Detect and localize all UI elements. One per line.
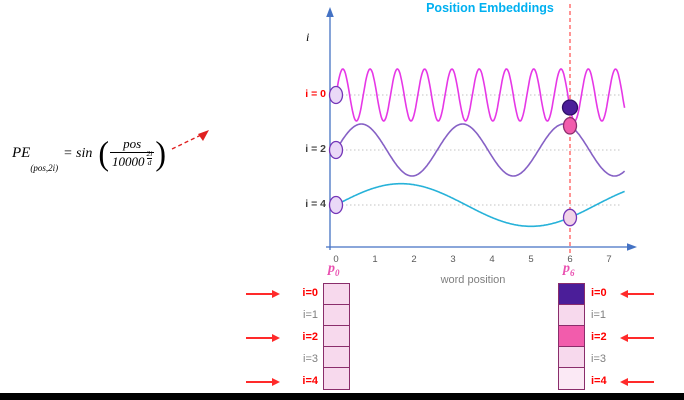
- p6-cell-i=1: [559, 305, 584, 326]
- formula-fraction: pos 10000 2i d: [110, 136, 155, 171]
- formula-exponent-numerator: 2i: [146, 149, 153, 159]
- p0-label-subscript: 0: [335, 267, 340, 278]
- x-tick-0: 0: [333, 254, 338, 265]
- formula-pointer-arrow: [171, 130, 209, 150]
- formula-numerator: pos: [123, 136, 142, 151]
- series-label-i4: i = 4: [305, 198, 326, 210]
- p0-column: [323, 283, 350, 390]
- p6-label: p6: [563, 261, 575, 278]
- formula-denominator-base: 10000: [112, 154, 145, 170]
- p6-cell-i=3: [559, 347, 584, 368]
- formula-exponent-fraction: 2i d: [147, 150, 153, 167]
- formula-lhs: PE: [12, 145, 31, 161]
- start-marker-i4: [328, 195, 344, 215]
- x-tick-7: 7: [606, 254, 611, 265]
- p6-cell-i=0: [559, 284, 584, 305]
- p0-cell-i=4: [324, 368, 349, 389]
- pe-formula: PE (pos,2i) = sin ( pos 10000 2i d ): [12, 134, 167, 173]
- p0-cell-i=1: [324, 305, 349, 326]
- formula-open-paren: (: [98, 134, 110, 172]
- x-tick-4: 4: [489, 254, 494, 265]
- p6-cell-i=4: [559, 368, 584, 389]
- p0-arrow-i=2: [246, 334, 280, 342]
- bottom-bar: [0, 393, 684, 400]
- p6-arrow-i=0: [620, 290, 654, 298]
- series-label-i2: i = 2: [305, 143, 326, 155]
- p0-cell-i=0: [324, 284, 349, 305]
- chart-canvas: 0 1 2 3 4 5 6 7: [326, 4, 637, 265]
- p0-row-label-i=4: i=4: [302, 375, 318, 387]
- p0-row-label-i=3: i=3: [303, 353, 318, 365]
- p6-column: [558, 283, 585, 390]
- y-axis-arrowhead: [326, 7, 334, 17]
- p6-label-subscript: 6: [570, 267, 575, 278]
- p0-row-label-i=1: i=1: [303, 309, 318, 321]
- p0-arrow-i=4: [246, 378, 280, 386]
- p6-row-label-i=4: i=4: [591, 375, 607, 387]
- p6-label-base: p: [563, 261, 570, 276]
- p0-cell-i=3: [324, 347, 349, 368]
- chart-title: Position Embeddings: [426, 1, 554, 15]
- p6-cell-i=2: [559, 326, 584, 347]
- position-embeddings-chart: 0 1 2 3 4 5 6 7 Position Embeddings i i = 0 i = …: [290, 0, 650, 295]
- p0-row-label-i=0: i=0: [302, 287, 318, 299]
- p6-row-label-i=1: i=1: [591, 309, 606, 321]
- curve-i2: [335, 123, 626, 177]
- series-label-i0: i = 0: [305, 88, 326, 100]
- p6-arrow-i=2: [620, 334, 654, 342]
- x-tick-5: 5: [528, 254, 533, 265]
- p0-label: p0: [328, 261, 340, 278]
- p6-row-label-i=0: i=0: [591, 287, 607, 299]
- p6-arrow-i=4: [620, 378, 654, 386]
- highlight-marker-i2: [562, 116, 578, 135]
- start-marker-i2: [328, 140, 344, 160]
- formula-lhs-subscript: (pos,2i): [30, 163, 59, 173]
- highlight-marker-i4: [562, 208, 578, 227]
- p0-cell-i=2: [324, 326, 349, 347]
- highlight-marker-i0: [561, 99, 579, 116]
- formula-exponent-denominator: d: [146, 158, 153, 168]
- p0-label-base: p: [328, 261, 335, 276]
- y-axis-label: i: [306, 30, 310, 44]
- curve-i0: [335, 68, 626, 122]
- p6-row-label-i=2: i=2: [591, 331, 607, 343]
- formula-denominator: 10000 2i d: [110, 150, 155, 171]
- x-axis-label: word position: [440, 274, 506, 286]
- start-marker-i0: [328, 85, 344, 105]
- formula-operator: = sin: [63, 145, 93, 161]
- formula-close-paren: ): [155, 134, 167, 172]
- p0-row-label-i=2: i=2: [302, 331, 318, 343]
- x-tick-3: 3: [450, 254, 455, 265]
- x-tick-1: 1: [372, 254, 377, 265]
- p6-row-label-i=3: i=3: [591, 353, 606, 365]
- x-tick-6: 6: [567, 254, 572, 265]
- x-tick-2: 2: [411, 254, 416, 265]
- p0-arrow-i=0: [246, 290, 280, 298]
- x-axis-arrowhead: [627, 243, 637, 251]
